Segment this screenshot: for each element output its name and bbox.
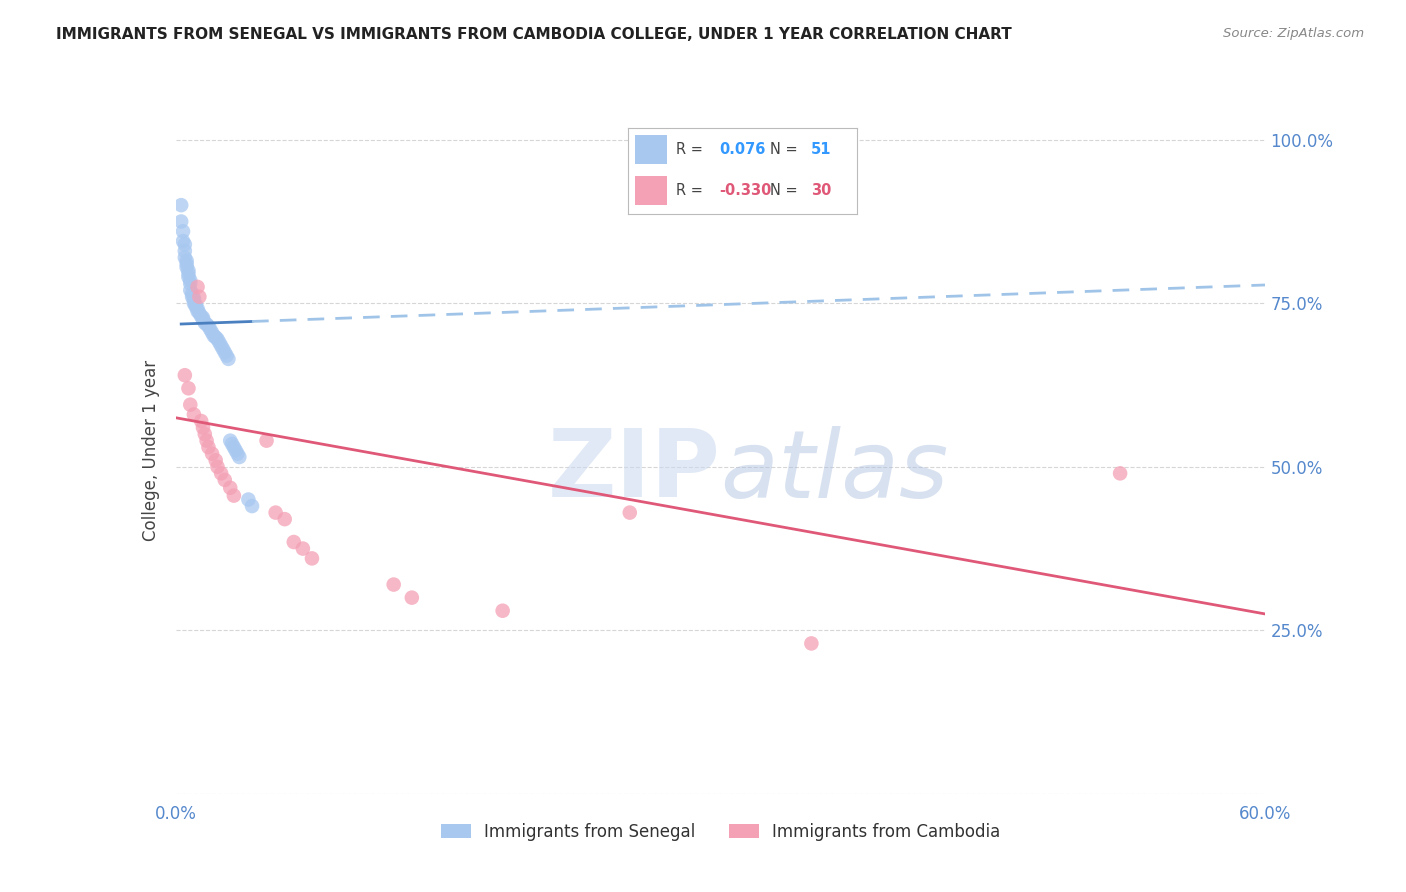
Point xyxy=(225,443,247,458)
Point xyxy=(188,290,211,304)
Point xyxy=(1109,467,1132,481)
Point xyxy=(197,319,219,334)
Point xyxy=(177,267,200,281)
Point xyxy=(186,304,209,318)
Point xyxy=(222,440,245,454)
Point xyxy=(207,459,229,474)
Point xyxy=(382,577,405,591)
Text: Source: ZipAtlas.com: Source: ZipAtlas.com xyxy=(1223,27,1364,40)
Point xyxy=(291,541,314,556)
Point xyxy=(184,300,207,314)
Point xyxy=(194,316,217,330)
Point xyxy=(179,273,201,287)
Point xyxy=(208,335,231,350)
Point xyxy=(200,322,222,336)
Point xyxy=(201,447,224,461)
Point xyxy=(176,257,198,271)
Point xyxy=(177,270,200,285)
Point xyxy=(170,198,193,212)
Point xyxy=(183,291,205,305)
Point xyxy=(177,263,200,277)
Point xyxy=(184,297,207,311)
Point xyxy=(179,398,201,412)
Point xyxy=(207,332,229,346)
Legend: Immigrants from Senegal, Immigrants from Cambodia: Immigrants from Senegal, Immigrants from… xyxy=(434,816,1007,847)
Point xyxy=(172,234,194,248)
Point xyxy=(209,467,232,481)
Point xyxy=(173,368,195,383)
Point xyxy=(176,253,198,268)
Point xyxy=(183,293,205,307)
Point xyxy=(176,260,198,275)
Point xyxy=(228,450,250,464)
Point xyxy=(219,481,242,495)
Point xyxy=(186,280,209,294)
Point xyxy=(170,214,193,228)
Point xyxy=(190,310,212,324)
Point xyxy=(188,306,211,320)
Point xyxy=(301,551,323,566)
Point xyxy=(186,301,209,316)
Point xyxy=(256,434,278,448)
Y-axis label: College, Under 1 year: College, Under 1 year xyxy=(142,359,160,541)
Point xyxy=(214,473,236,487)
Point xyxy=(222,489,245,503)
Point xyxy=(172,224,194,238)
Text: ZIP: ZIP xyxy=(548,425,721,517)
Point xyxy=(238,492,260,507)
Point xyxy=(214,345,236,359)
Point xyxy=(204,330,226,344)
Point xyxy=(173,244,195,258)
Point xyxy=(226,447,249,461)
Text: IMMIGRANTS FROM SENEGAL VS IMMIGRANTS FROM CAMBODIA COLLEGE, UNDER 1 YEAR CORREL: IMMIGRANTS FROM SENEGAL VS IMMIGRANTS FR… xyxy=(56,27,1012,42)
Point xyxy=(219,434,242,448)
Point xyxy=(240,499,263,513)
Point xyxy=(194,427,217,442)
Point xyxy=(800,636,823,650)
Point xyxy=(195,434,218,448)
Point xyxy=(202,329,225,343)
Point xyxy=(204,453,226,467)
Point xyxy=(173,237,195,252)
Point xyxy=(274,512,297,526)
Point xyxy=(183,408,205,422)
Point xyxy=(173,251,195,265)
Point xyxy=(177,381,200,395)
Point xyxy=(179,283,201,297)
Point xyxy=(195,317,218,331)
Text: atlas: atlas xyxy=(721,425,949,516)
Point xyxy=(191,310,214,325)
Point xyxy=(215,349,238,363)
Point xyxy=(183,296,205,310)
Point xyxy=(217,351,239,366)
Point xyxy=(191,420,214,434)
Point xyxy=(212,342,235,356)
Point xyxy=(221,437,243,451)
Point xyxy=(191,312,214,326)
Point xyxy=(190,414,212,428)
Point xyxy=(619,506,641,520)
Point xyxy=(201,326,224,340)
Point xyxy=(492,604,515,618)
Point xyxy=(181,290,204,304)
Point xyxy=(179,277,201,291)
Point xyxy=(264,506,287,520)
Point xyxy=(209,339,232,353)
Point xyxy=(401,591,423,605)
Point xyxy=(283,535,305,549)
Point xyxy=(181,286,204,301)
Point xyxy=(197,440,219,454)
